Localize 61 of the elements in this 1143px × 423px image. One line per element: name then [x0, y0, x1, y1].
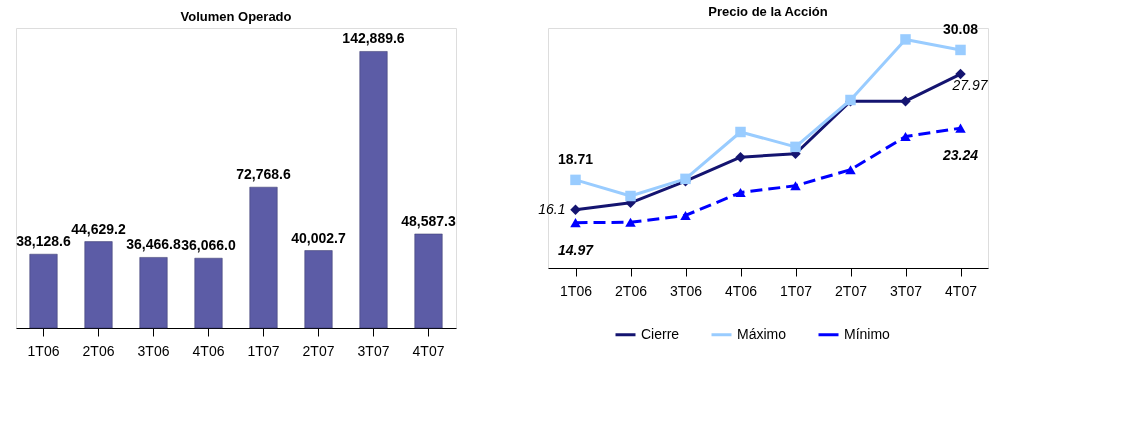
chart-title: Precio de la Acción [708, 3, 828, 19]
data-label: 36,466.8 [126, 236, 181, 253]
data-label: 23.24 [941, 147, 979, 164]
bar [249, 186, 278, 329]
point [625, 190, 636, 202]
bar [414, 233, 443, 329]
data-label: 14.97 [557, 241, 595, 258]
data-label: 36,066.0 [181, 237, 236, 254]
point [845, 165, 856, 175]
legend-label: Cierre [641, 325, 680, 342]
chart-title: Volumen Operado [180, 9, 292, 24]
data-label: 72,768.6 [236, 166, 291, 183]
bar [139, 257, 168, 329]
point [735, 151, 746, 163]
point [790, 181, 801, 191]
legend-label: Mínimo [844, 325, 891, 342]
x-tick-label: 1T06 [27, 342, 60, 359]
x-tick-label: 3T07 [357, 342, 390, 359]
point [625, 217, 636, 227]
point [955, 123, 966, 133]
x-tick-label: 2T06 [615, 282, 648, 299]
legend-label: Máximo [737, 325, 787, 342]
point [900, 34, 911, 45]
point [955, 68, 966, 80]
point [680, 210, 691, 220]
data-label: 27.97 [951, 77, 989, 94]
x-tick-label: 1T07 [247, 342, 280, 359]
point [900, 132, 911, 142]
bar [29, 253, 58, 329]
x-tick-label: 4T06 [725, 282, 758, 299]
bar [194, 257, 223, 329]
x-tick-label: 2T07 [835, 282, 868, 299]
x-tick-label: 4T07 [412, 342, 445, 359]
x-tick-label: 1T06 [560, 282, 593, 299]
bar [359, 51, 388, 329]
x-tick-label: 3T06 [137, 342, 170, 359]
point [735, 126, 746, 138]
point [735, 188, 746, 198]
x-tick-label: 2T07 [302, 342, 335, 359]
point [900, 95, 911, 107]
point [570, 204, 581, 215]
x-tick-label: 2T06 [82, 342, 115, 359]
x-tick-label: 4T07 [945, 282, 978, 299]
data-label: 40,002.7 [291, 229, 346, 246]
data-label: 48,587.3 [401, 212, 456, 229]
point [570, 218, 581, 228]
data-label: 142,889.6 [342, 30, 405, 47]
x-tick-label: 4T06 [192, 342, 225, 359]
data-label: 18.71 [557, 150, 594, 167]
data-label: 16.1 [538, 200, 566, 217]
point [790, 141, 801, 153]
point [570, 174, 581, 186]
bar [304, 250, 333, 329]
x-tick-label: 1T07 [780, 282, 813, 299]
x-tick-label: 3T06 [670, 282, 703, 299]
bar [84, 241, 113, 329]
data-label: 30.08 [942, 20, 979, 37]
data-label: 38,128.6 [16, 233, 71, 250]
point [955, 44, 966, 56]
data-label: 44,629.2 [71, 220, 126, 237]
x-tick-label: 3T07 [890, 282, 923, 299]
